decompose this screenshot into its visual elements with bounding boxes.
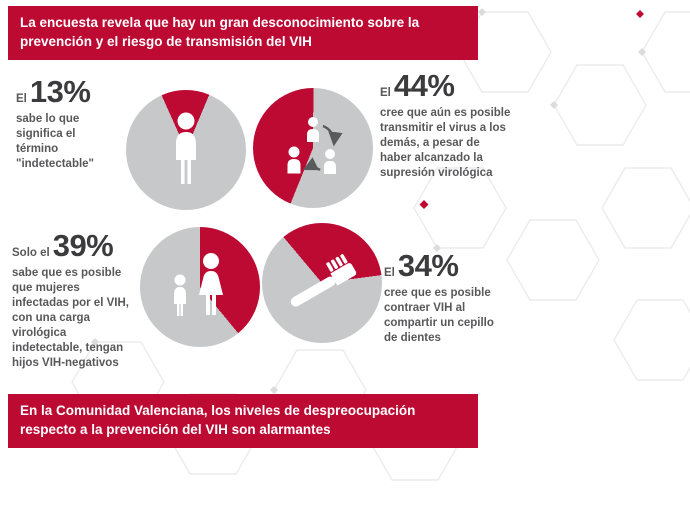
transmission-cycle-icon	[287, 117, 343, 174]
stat-transmission-heading: El 44%	[380, 68, 512, 104]
stat-toothbrush-text: El 34% cree que es posible contraer VIH …	[384, 248, 502, 346]
stat-percent: 13%	[29, 74, 91, 109]
stat-prefix: El	[16, 93, 27, 105]
stat-toothbrush-heading: El 34%	[384, 248, 502, 284]
stat-mother-child-heading: Solo el 39%	[12, 228, 134, 264]
person-icon	[176, 112, 196, 184]
stat-percent: 39%	[52, 228, 114, 263]
stat-description: sabe que es posible que mujeres infectad…	[12, 267, 129, 369]
stat-prefix: Solo el	[12, 247, 50, 259]
stat-percent: 44%	[393, 68, 455, 103]
stat-indetectable-text: El 13% sabe lo que significa el término …	[16, 74, 108, 172]
pie-chart-34-percent	[262, 223, 382, 343]
pie-chart-44-percent	[253, 88, 373, 208]
stat-description: cree que es posible contraer VIH al comp…	[384, 287, 494, 344]
stat-prefix: El	[380, 87, 391, 99]
stat-mother-child-text: Solo el 39% sabe que es posible que muje…	[12, 228, 134, 371]
stat-description: cree que aún es posible transmitir el vi…	[380, 107, 511, 179]
stat-indetectable-heading: El 13%	[16, 74, 108, 110]
stat-prefix: El	[384, 267, 395, 279]
mother-child-icon	[174, 253, 223, 316]
pie-chart-13-percent	[126, 90, 246, 210]
header-banner-text: La encuesta revela que hay un gran desco…	[20, 15, 420, 49]
header-banner: La encuesta revela que hay un gran desco…	[8, 6, 478, 60]
footer-banner: En la Comunidad Valenciana, los niveles …	[8, 394, 478, 448]
stat-description: sabe lo que significa el término "indete…	[16, 113, 95, 170]
stat-transmission-text: El 44% cree que aún es posible transmiti…	[380, 68, 512, 181]
stat-percent: 34%	[397, 248, 459, 283]
footer-banner-text: En la Comunidad Valenciana, los niveles …	[20, 403, 416, 437]
pie-chart-39-percent	[140, 227, 260, 347]
toothbrush-icon	[290, 254, 357, 307]
